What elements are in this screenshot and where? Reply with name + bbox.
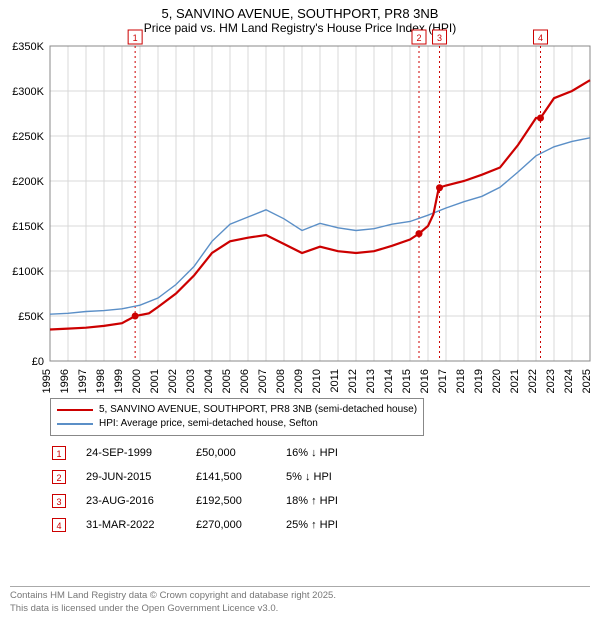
- x-tick-label: 2000: [131, 369, 143, 393]
- x-tick-label: 2003: [185, 369, 197, 393]
- transaction-row: 3 23-AUG-2016 £192,500 18% ↑ HPI: [52, 492, 338, 510]
- transaction-row: 1 24-SEP-1999 £50,000 16% ↓ HPI: [52, 444, 338, 462]
- trans-price: £50,000: [196, 447, 266, 459]
- legend-item: HPI: Average price, semi-detached house,…: [57, 417, 417, 431]
- trans-num: 4: [52, 518, 66, 532]
- transaction-table: 1 24-SEP-1999 £50,000 16% ↓ HPI 2 29-JUN-2015…: [52, 444, 338, 540]
- x-tick-label: 2013: [365, 369, 377, 393]
- x-tick-label: 1997: [77, 369, 89, 393]
- x-tick-label: 2008: [275, 369, 287, 393]
- marker-dot: [537, 115, 544, 122]
- x-tick-label: 2016: [419, 369, 431, 393]
- x-tick-label: 2023: [545, 369, 557, 393]
- y-tick-label: £250K: [12, 131, 44, 143]
- trans-num: 3: [52, 494, 66, 508]
- x-tick-label: 2025: [581, 369, 593, 393]
- x-tick-label: 2022: [527, 369, 539, 393]
- footer-line2: This data is licensed under the Open Gov…: [10, 603, 590, 615]
- x-tick-label: 2011: [329, 369, 341, 393]
- legend: 5, SANVINO AVENUE, SOUTHPORT, PR8 3NB (s…: [50, 398, 424, 436]
- legend-label: 5, SANVINO AVENUE, SOUTHPORT, PR8 3NB (s…: [99, 403, 417, 417]
- marker-dot: [436, 184, 443, 191]
- trans-price: £270,000: [196, 519, 266, 531]
- trans-date: 31-MAR-2022: [86, 519, 176, 531]
- transaction-row: 2 29-JUN-2015 £141,500 5% ↓ HPI: [52, 468, 338, 486]
- x-tick-label: 2006: [239, 369, 251, 393]
- x-tick-label: 2017: [437, 369, 449, 393]
- x-tick-label: 1995: [41, 369, 53, 393]
- x-tick-label: 2019: [473, 369, 485, 393]
- y-tick-label: £150K: [12, 221, 44, 233]
- trans-date: 24-SEP-1999: [86, 447, 176, 459]
- x-tick-label: 2012: [347, 369, 359, 393]
- marker-num: 1: [133, 33, 138, 43]
- x-tick-label: 2004: [203, 369, 215, 393]
- x-tick-label: 1999: [113, 369, 125, 393]
- legend-swatch: [57, 423, 93, 424]
- x-tick-label: 2009: [293, 369, 305, 393]
- marker-num: 3: [437, 33, 442, 43]
- x-tick-label: 2007: [257, 369, 269, 393]
- trans-price: £141,500: [196, 471, 266, 483]
- trans-date: 23-AUG-2016: [86, 495, 176, 507]
- marker-num: 4: [538, 33, 543, 43]
- line-chart: £0 £50K £100K £150K £200K £250K £300K £350K 1995…: [0, 0, 600, 400]
- trans-num: 2: [52, 470, 66, 484]
- legend-item: 5, SANVINO AVENUE, SOUTHPORT, PR8 3NB (s…: [57, 403, 417, 417]
- chart-container: 5, SANVINO AVENUE, SOUTHPORT, PR8 3NB Pr…: [0, 0, 600, 620]
- marker-dot: [132, 313, 139, 320]
- x-tick-label: 2002: [167, 369, 179, 393]
- x-tick-label: 2005: [221, 369, 233, 393]
- y-tick-label: £100K: [12, 266, 44, 278]
- marker-dot: [416, 230, 423, 237]
- y-tick-label: £50K: [18, 311, 44, 323]
- y-tick-label: £200K: [12, 176, 44, 188]
- x-tick-label: 2010: [311, 369, 323, 393]
- x-tick-label: 2001: [149, 369, 161, 393]
- y-tick-label: £300K: [12, 86, 44, 98]
- x-tick-label: 2024: [563, 369, 575, 393]
- legend-label: HPI: Average price, semi-detached house,…: [99, 417, 318, 431]
- x-tick-label: 1996: [59, 369, 71, 393]
- footer-line1: Contains HM Land Registry data © Crown c…: [10, 590, 590, 602]
- trans-diff: 16% ↓ HPI: [286, 447, 338, 459]
- legend-swatch: [57, 409, 93, 411]
- trans-diff: 25% ↑ HPI: [286, 519, 338, 531]
- trans-price: £192,500: [196, 495, 266, 507]
- trans-diff: 18% ↑ HPI: [286, 495, 338, 507]
- trans-diff: 5% ↓ HPI: [286, 471, 332, 483]
- y-tick-label: £350K: [12, 41, 44, 53]
- footer: Contains HM Land Registry data © Crown c…: [10, 586, 590, 615]
- trans-date: 29-JUN-2015: [86, 471, 176, 483]
- x-tick-label: 2021: [509, 369, 521, 393]
- x-tick-label: 2014: [383, 369, 395, 393]
- x-tick-label: 2018: [455, 369, 467, 393]
- x-tick-label: 1998: [95, 369, 107, 393]
- transaction-row: 4 31-MAR-2022 £270,000 25% ↑ HPI: [52, 516, 338, 534]
- x-tick-label: 2020: [491, 369, 503, 393]
- y-tick-label: £0: [32, 356, 44, 368]
- trans-num: 1: [52, 446, 66, 460]
- marker-num: 2: [416, 33, 421, 43]
- x-tick-label: 2015: [401, 369, 413, 393]
